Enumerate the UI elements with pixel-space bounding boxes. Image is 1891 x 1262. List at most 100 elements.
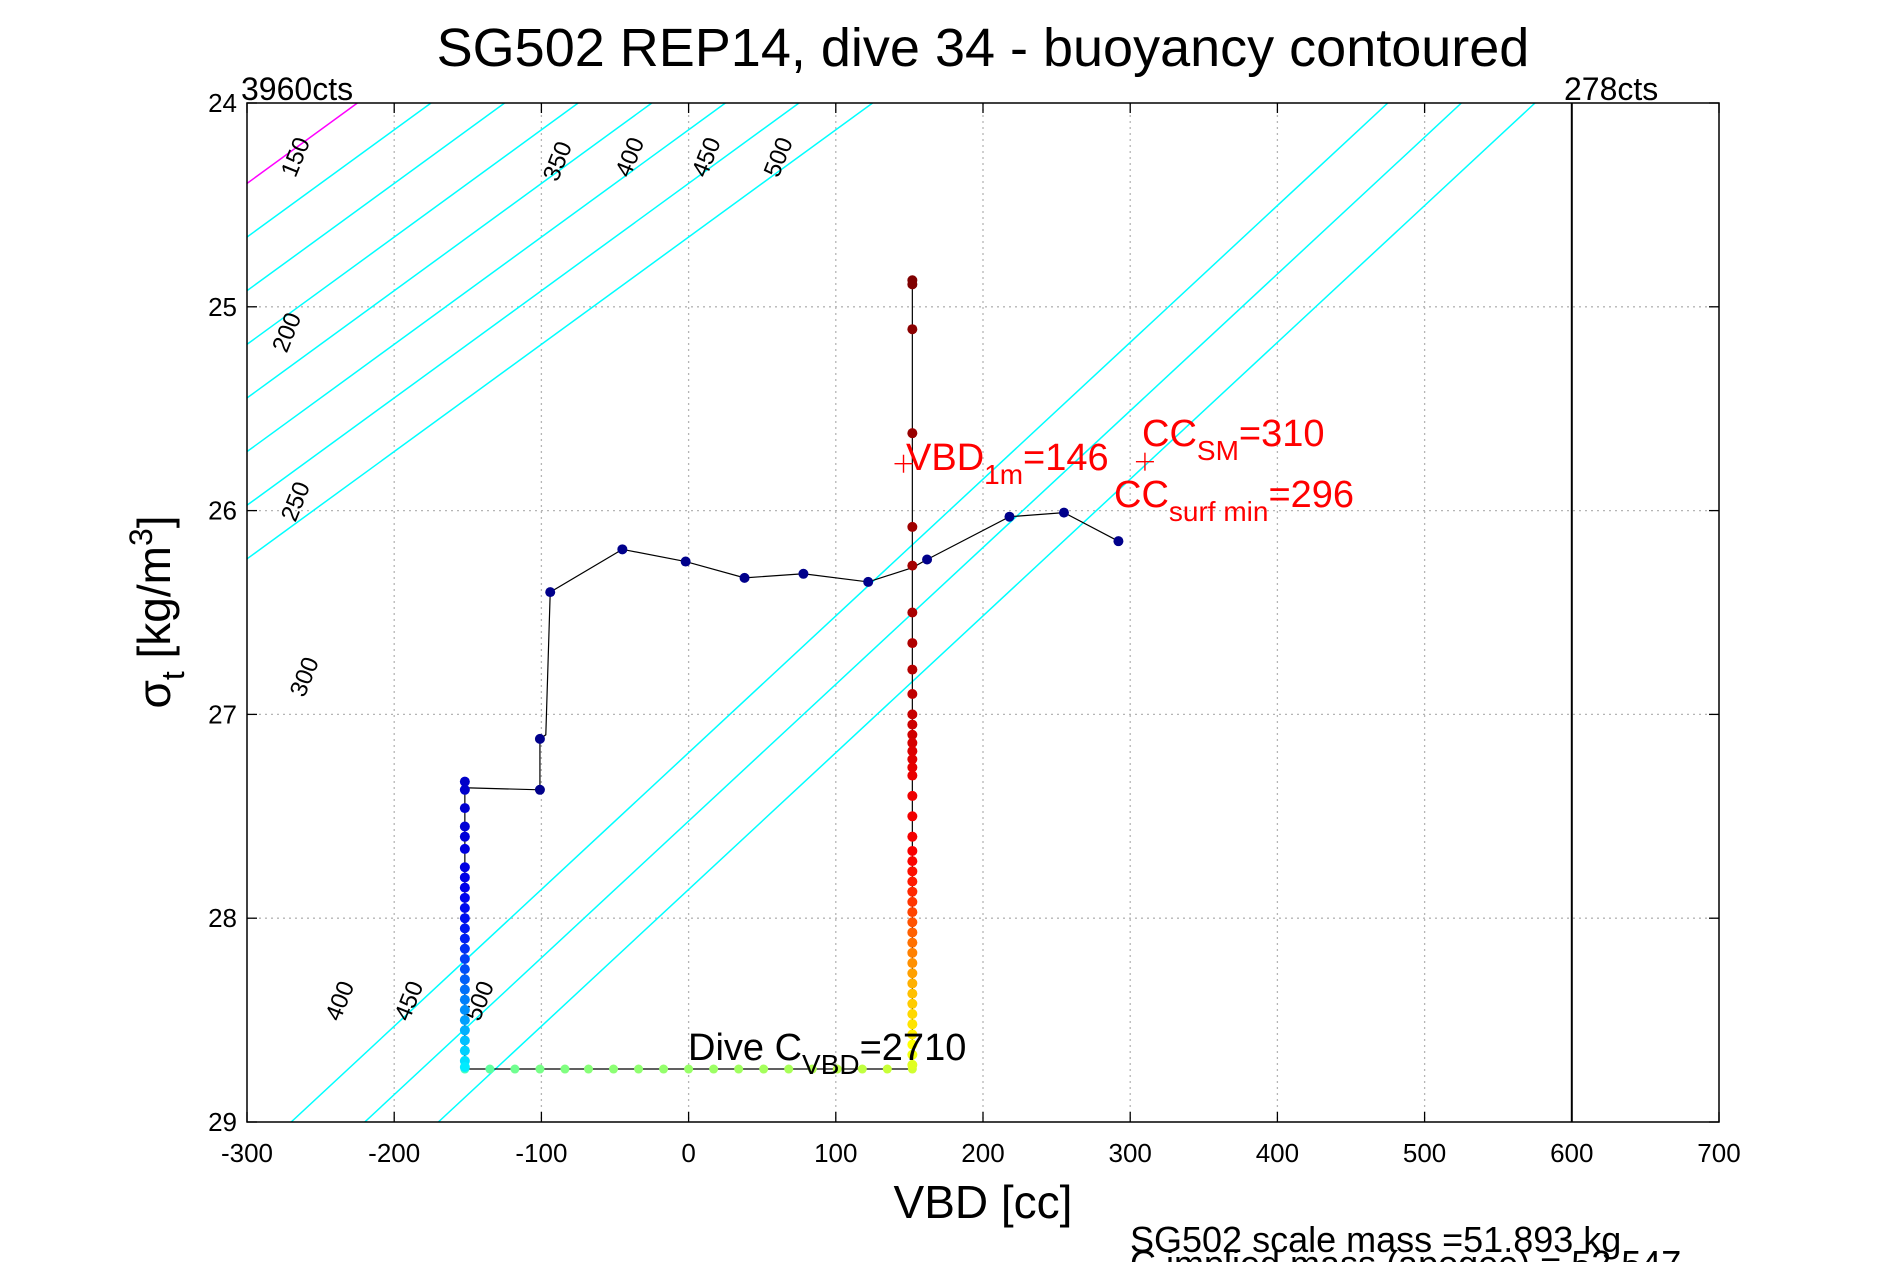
descent-point-1 [907,279,918,290]
contour-line-300-3 [247,103,579,346]
footer-scale-mass: SG502 scale mass =51.893 kg [1130,1219,1621,1260]
ascent-point-22 [459,1025,470,1036]
cc-surf-sub: surf min [1169,496,1269,527]
bottom-point-13 [784,1064,794,1074]
cc-surf-value: =296 [1268,474,1354,516]
ascent-point-10 [459,903,470,914]
descent-point-39 [907,1029,918,1040]
marker-VBD_1m [894,454,913,473]
marker-layer [894,452,1154,473]
cc-surf-base: CC [1114,474,1169,516]
x-tick-label-8: 500 [1403,1138,1446,1168]
descent-point-19 [907,811,918,822]
surface-track-line [464,512,1119,791]
descent-point-41 [907,1049,918,1060]
contour-line-400-8 [290,103,1389,1122]
descent-point-31 [907,947,918,958]
x-tick-label-10: 700 [1697,1138,1740,1168]
ascent-point-0 [459,776,470,787]
data-layer [459,275,1124,1074]
vbd-1m-annotation: VBD1m=146 [906,437,1109,490]
contour-line-350-4 [247,103,653,399]
ascent-point-20 [459,1004,470,1015]
surface-point-1 [1058,507,1069,518]
x-tick-label-3: 0 [681,1138,695,1168]
footer-implied-base: C [1130,1243,1156,1262]
descent-point-17 [907,770,918,781]
descent-point-37 [907,1008,918,1019]
descent-point-6 [907,607,918,618]
surface-point-8 [617,544,628,555]
ascent-point-5 [459,843,470,854]
descent-point-29 [907,927,918,938]
y-label-base: σ [128,680,180,708]
ascent-point-7 [459,872,470,883]
vbd-1m-sub: 1m [984,459,1023,490]
y-axis-label: σt [kg/m3] [123,515,191,708]
surface-point-0 [1113,536,1124,547]
bottom-point-2 [510,1064,520,1074]
ascent-point-11 [459,913,470,924]
descent-point-26 [907,896,918,907]
cc-sm-sub: SM [1197,435,1239,466]
y-label-sub: t [155,671,191,680]
descent-point-9 [907,689,918,700]
footer-implied-mass: C implied mass (apogee) = 52.547 [1130,1243,1681,1262]
bottom-point-6 [609,1064,619,1074]
surface-point-6 [739,572,750,583]
y-tick-label-0: 24 [208,88,237,118]
y-tick-label-1: 25 [208,292,237,322]
ascent-point-23 [459,1035,470,1046]
surface-point-5 [798,568,809,579]
cc-sm-base: CC [1142,413,1197,455]
descent-point-4 [907,521,918,532]
descent-point-24 [907,876,918,887]
vbd-1m-base: VBD [906,437,984,479]
descent-point-15 [907,754,918,765]
ascent-point-2 [459,803,470,814]
descent-point-34 [907,978,918,989]
y-label-rest: [kg/m [128,546,180,671]
dive-c-base: Dive C [688,1027,802,1069]
bottom-point-14 [807,1064,817,1074]
surface-point-4 [863,576,874,587]
ascent-point-4 [459,831,470,842]
x-tick-label-2: -100 [515,1138,567,1168]
descent-point-25 [907,886,918,897]
descent-point-42 [907,1059,918,1070]
cc-surf-min-annotation: CCsurf min=296 [1114,474,1354,527]
descent-point-22 [907,856,918,867]
bottom-point-10 [709,1064,719,1074]
y-tick-label-3: 27 [208,699,237,729]
marker-CC_SM [1135,452,1154,471]
y-tick-label-4: 28 [208,903,237,933]
ascent-point-26 [459,1061,470,1072]
dive-c-sub: VBD [802,1049,860,1080]
descent-point-40 [907,1039,918,1050]
bottom-point-8 [659,1064,669,1074]
bottom-point-16 [857,1064,867,1074]
ascent-point-12 [459,923,470,934]
descent-point-13 [907,737,918,748]
footer-implied-rest: implied mass (apogee) = 52.547 [1156,1243,1681,1262]
contour-line-500-7 [247,103,874,560]
surface-point-3 [922,554,933,565]
descent-point-32 [907,958,918,969]
bottom-point-5 [584,1064,594,1074]
y-tick-label-5: 29 [208,1107,237,1137]
descent-point-10 [907,709,918,720]
x-tick-label-6: 300 [1109,1138,1152,1168]
bottom-point-11 [734,1064,744,1074]
ascent-point-13 [459,933,470,944]
surface-point-9 [545,587,556,598]
ascent-point-18 [459,984,470,995]
x-tick-label-0: -300 [221,1138,273,1168]
cc-sm-annotation: CCSM=310 [1142,413,1324,466]
contour-line-450-6 [247,103,800,507]
surface-point-2 [1004,511,1015,522]
descent-point-23 [907,866,918,877]
descent-point-12 [907,729,918,740]
dive-c-value: =2710 [860,1027,967,1069]
